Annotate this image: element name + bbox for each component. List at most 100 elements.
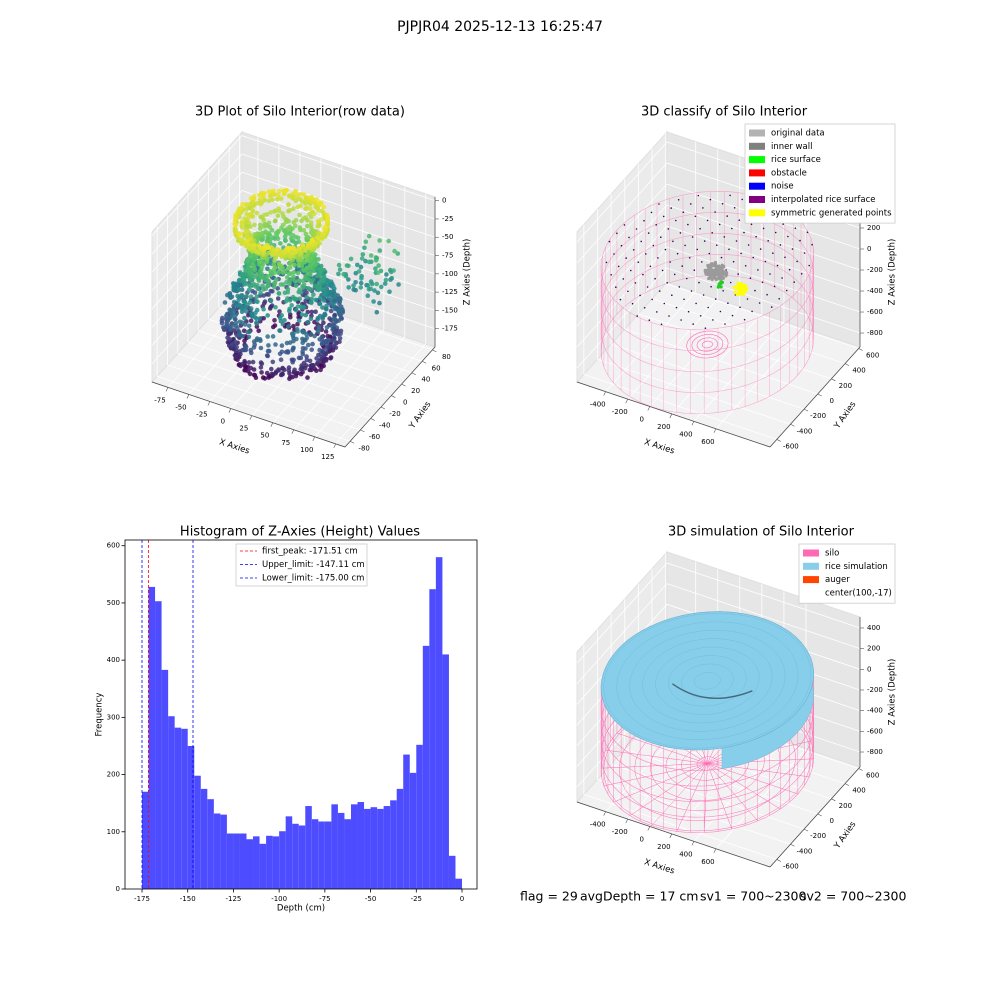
surface-dot (724, 323, 726, 325)
point-decoration (269, 371, 275, 377)
point-decoration (261, 224, 267, 229)
legend-box (235, 543, 368, 587)
surface-dot (658, 203, 660, 205)
y-tick-label: 400 (107, 656, 120, 664)
point-decoration (295, 304, 301, 309)
point-decoration (273, 230, 279, 236)
silo-floor-spoke (603, 763, 708, 787)
point-decoration (331, 294, 337, 300)
point-decoration (305, 319, 311, 325)
x-tick (713, 848, 717, 853)
point-decoration (311, 260, 316, 266)
point-decoration (255, 232, 261, 237)
surface-dot (678, 286, 681, 288)
point-decoration (297, 296, 303, 302)
point-decoration (276, 367, 281, 372)
point-decoration (253, 310, 258, 316)
blob (735, 292, 739, 296)
point-decoration (247, 276, 253, 282)
legend-swatch (803, 562, 819, 570)
point-decoration (267, 232, 272, 237)
point-decoration (227, 337, 233, 342)
point-decoration (310, 341, 315, 347)
point-decoration (229, 313, 235, 319)
y-tick (831, 378, 836, 382)
point-decoration (273, 208, 278, 214)
point-decoration (304, 257, 310, 263)
surface-dot (690, 203, 692, 205)
point-decoration (322, 226, 327, 231)
y-tick-label: -400 (797, 847, 813, 855)
subplot-title: Histogram of Z-Axies (Height) Values (180, 525, 420, 540)
point-decoration (291, 331, 296, 336)
point-decoration (243, 304, 248, 310)
point-decoration (230, 323, 236, 328)
point-decoration (248, 294, 254, 300)
x-tick-label: -75 (154, 396, 165, 404)
point-decoration (242, 315, 247, 321)
point-decoration (259, 274, 265, 279)
y-tick-label: 20 (411, 387, 420, 395)
point-decoration (268, 210, 274, 215)
point-decoration (257, 193, 262, 198)
point-decoration (308, 214, 314, 220)
point-decoration (273, 371, 278, 376)
silo-floor-spoke (707, 763, 733, 830)
point-decoration (300, 340, 306, 346)
point-decoration (369, 281, 375, 287)
legend: first_peak: -171.51 cm Upper_limit: -147.… (235, 543, 368, 587)
point-decoration (325, 278, 331, 284)
x-tick-label: -50 (365, 895, 376, 903)
bar (200, 788, 208, 889)
legend: original data inner wall rice surface obsta… (744, 123, 896, 224)
surface-dot (701, 261, 703, 263)
grid-line (167, 364, 361, 431)
point-decoration (246, 220, 252, 226)
point-decoration (337, 336, 343, 341)
surface-dot (666, 282, 668, 284)
surface-dot (796, 260, 798, 263)
point-decoration (240, 293, 245, 298)
x-tick (713, 428, 717, 433)
grid-line (666, 562, 861, 629)
y-tick (817, 813, 822, 817)
point-decoration (238, 232, 244, 237)
point-decoration (247, 329, 252, 335)
point-decoration (297, 212, 302, 218)
point-decoration (250, 359, 256, 365)
point-decoration (295, 329, 300, 334)
point-decoration (245, 258, 251, 264)
legend-label: auger (825, 575, 850, 585)
point-decoration (317, 337, 323, 342)
surface-dot (803, 252, 806, 254)
point-decoration (272, 218, 278, 224)
point-decoration (235, 303, 241, 308)
point-decoration (366, 259, 372, 265)
point-decoration (308, 331, 314, 337)
point-decoration (266, 245, 272, 250)
point-decoration (313, 309, 318, 315)
point-decoration (254, 294, 260, 300)
point-decoration (265, 237, 271, 242)
point-decoration (228, 327, 233, 333)
point-decoration (323, 351, 329, 356)
surface-dot (673, 273, 676, 276)
point-decoration (249, 350, 254, 356)
point-decoration (306, 342, 311, 348)
point-decoration (332, 332, 337, 337)
point-decoration (269, 366, 274, 372)
y-tick-label: 200 (839, 382, 852, 390)
point-decoration (318, 295, 323, 301)
surface-dot (750, 223, 753, 226)
x-tick-label: 200 (657, 843, 670, 851)
point-decoration (331, 323, 337, 328)
point-decoration (373, 258, 379, 263)
point-decoration (304, 354, 309, 359)
bar (226, 833, 234, 889)
point-decoration (272, 270, 277, 276)
point-decoration (286, 193, 292, 199)
z-tick-label: -800 (867, 329, 883, 337)
surface-dot (667, 228, 670, 230)
point-decoration (332, 338, 337, 344)
y-tick-label: 0 (116, 885, 120, 893)
